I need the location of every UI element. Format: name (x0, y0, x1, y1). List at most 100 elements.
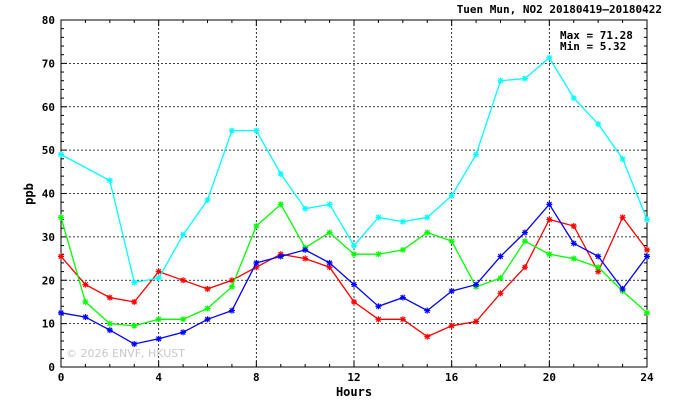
series-1-point (351, 251, 357, 258)
series-0-point (106, 294, 113, 301)
series-2-point (253, 259, 260, 266)
series-3-point (497, 77, 504, 84)
series-0-point (570, 223, 577, 230)
y-tick-label: 40 (42, 188, 55, 201)
series-3-point (521, 75, 528, 82)
series-1-point (375, 251, 382, 258)
y-tick-label: 60 (42, 101, 55, 114)
series-2-point (82, 314, 89, 321)
x-tick-label: 16 (445, 371, 459, 384)
y-tick-label: 30 (42, 231, 55, 244)
series-3-point (131, 279, 138, 286)
series-2-point (497, 253, 504, 260)
series-3-point (326, 201, 333, 208)
series-2-point (277, 253, 284, 260)
series-0-point (180, 277, 187, 284)
series-2-point (595, 253, 602, 260)
watermark: © 2026 ENVF, HKUST (66, 347, 185, 360)
series-2-point (302, 246, 309, 253)
series-1-point (521, 238, 528, 245)
plot-area: 0 4 8 12 16 20 24 0 10 20 30 40 50 60 70 80 (42, 14, 654, 384)
series-2-point (619, 285, 626, 292)
series-2-point (228, 307, 235, 314)
series-3-point (644, 216, 650, 223)
series-3-point (351, 242, 357, 249)
series-3-point (546, 54, 553, 61)
series-1-point (82, 298, 89, 305)
series-0-point (644, 246, 650, 253)
series-0-point (546, 216, 553, 223)
series-1-point (546, 251, 553, 258)
series-0-point (204, 285, 211, 292)
series-3-point (619, 155, 626, 162)
series-3-point (253, 127, 260, 134)
min-stat-label: Min = 5.32 (560, 40, 626, 53)
series-3-point (228, 127, 235, 134)
series-2-point (351, 281, 357, 288)
series-1-point (228, 283, 235, 290)
x-tick-label: 24 (640, 371, 654, 384)
series-3-point (399, 218, 406, 225)
series-1-point (106, 320, 113, 327)
series-2-point (473, 281, 480, 288)
x-tick-label: 20 (543, 371, 556, 384)
series-2-point (131, 341, 138, 348)
series-2-point (326, 259, 333, 266)
series-1-point (155, 316, 162, 323)
series-3-point (424, 214, 431, 221)
series-0-point (351, 298, 357, 305)
series-2-point (448, 288, 455, 295)
series-2-point (424, 307, 431, 314)
series-0-point (375, 316, 382, 323)
series-0-point (82, 281, 89, 288)
series-1-point (448, 238, 455, 245)
series-2-point (644, 253, 650, 260)
series-0-point (399, 316, 406, 323)
series-0-point (155, 268, 162, 275)
series-3-point (155, 275, 162, 282)
series-3-point (277, 170, 284, 177)
series-1-point (644, 309, 650, 316)
y-tick-label: 50 (42, 144, 55, 157)
series-3-point (204, 197, 211, 204)
series-0-point (497, 290, 504, 297)
series-0-point (424, 333, 431, 340)
series-3-point (106, 177, 113, 184)
plot-frame (60, 19, 648, 368)
y-tick-label: 70 (42, 57, 55, 70)
series-line-3 (60, 56, 648, 284)
chart-title: Tuen Mun, NO2 20180419—20180422 (457, 3, 662, 16)
series-3-point (180, 231, 187, 238)
series-1-point (180, 316, 187, 323)
series-2-point (546, 201, 553, 208)
series-2-point (204, 316, 211, 323)
series-3-point (302, 205, 309, 212)
series-3-point (58, 151, 64, 158)
series-0-point (473, 318, 480, 325)
series-1-point (277, 201, 284, 208)
series-2-point (399, 294, 406, 301)
y-tick-label: 20 (42, 274, 55, 287)
series-3-point (570, 95, 577, 102)
series-3-point (448, 192, 455, 199)
series-1-point (424, 229, 431, 236)
x-tick-label: 4 (155, 371, 162, 384)
series-3-point (595, 121, 602, 128)
series-2-point (570, 240, 577, 247)
series-0-point (521, 264, 528, 271)
series-2-point (58, 309, 64, 316)
series-1-point (131, 322, 138, 329)
series-0-point (302, 255, 309, 262)
series-1-point (497, 275, 504, 282)
y-tick-label: 80 (42, 14, 55, 27)
series-1-point (399, 246, 406, 253)
series-1-point (326, 229, 333, 236)
series-2-point (180, 329, 187, 336)
series-0-point (131, 298, 138, 305)
x-tick-label: 8 (253, 371, 260, 384)
x-tick-label: 0 (58, 371, 65, 384)
series-2-point (106, 327, 113, 334)
series-0-point (448, 322, 455, 329)
series-3-point (375, 214, 382, 221)
